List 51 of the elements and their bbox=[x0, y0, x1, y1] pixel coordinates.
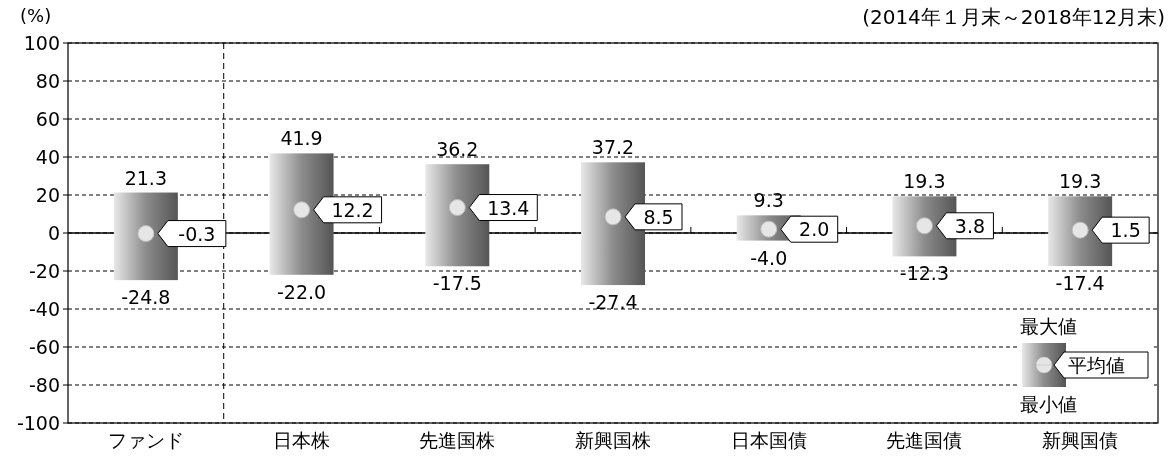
annotation: -12.3 bbox=[899, 262, 950, 285]
annotation: -17.4 bbox=[1055, 272, 1105, 295]
annotation: 21.3 bbox=[124, 166, 168, 189]
chart-subtitle: (2014年１月末～2018年12月末) bbox=[862, 5, 1165, 29]
annotation: 平均値 bbox=[1068, 354, 1125, 376]
annotation: -4.0 bbox=[750, 246, 788, 269]
y-tick-label: -100 bbox=[16, 412, 60, 434]
annotation: 36.2 bbox=[436, 138, 479, 161]
x-tick-label: 日本株 bbox=[273, 429, 331, 451]
y-tick-label: 0 bbox=[47, 222, 60, 244]
y-tick-label: 100 bbox=[23, 32, 60, 54]
data-label: 2.0 bbox=[799, 218, 830, 241]
y-tick-label: -20 bbox=[28, 260, 60, 282]
annotation: -27.4 bbox=[588, 291, 638, 314]
annotation: -22.0 bbox=[276, 280, 327, 303]
y-tick-label: -40 bbox=[28, 298, 60, 320]
data-label: 12.2 bbox=[331, 198, 374, 221]
data-label: 13.4 bbox=[487, 196, 530, 219]
x-tick-label: 先進国債 bbox=[886, 429, 963, 451]
bar bbox=[581, 162, 645, 286]
annotation: 最大値 bbox=[1020, 315, 1077, 337]
annotation: 19.3 bbox=[1058, 170, 1102, 193]
annotation: 37.2 bbox=[591, 136, 635, 159]
bar bbox=[269, 153, 334, 275]
x-tick-label: 日本国債 bbox=[730, 429, 807, 451]
annotation: 19.3 bbox=[903, 170, 946, 193]
data-label: 1.5 bbox=[1110, 219, 1141, 242]
y-tick-label: -80 bbox=[28, 374, 60, 396]
data-label: 8.5 bbox=[643, 205, 674, 228]
y-tick-label: 40 bbox=[35, 146, 60, 168]
bar bbox=[425, 164, 490, 267]
y-axis-title: (%) bbox=[20, 5, 52, 26]
x-tick-label: 新興国株 bbox=[575, 429, 651, 451]
annotation: 9.3 bbox=[753, 189, 784, 212]
x-tick-label: 新興国債 bbox=[1042, 429, 1119, 451]
data-label: -0.3 bbox=[178, 222, 216, 245]
point bbox=[137, 225, 155, 243]
point bbox=[604, 208, 622, 226]
annotation: -24.8 bbox=[121, 286, 171, 309]
point bbox=[448, 199, 466, 217]
y-tick-label: 60 bbox=[35, 108, 60, 130]
y-tick-label: -60 bbox=[28, 336, 60, 358]
x-tick-label: 先進国株 bbox=[419, 429, 496, 451]
y-tick-label: 80 bbox=[35, 70, 60, 92]
x-tick-label: ファンド bbox=[107, 429, 184, 451]
annotation: -17.5 bbox=[432, 272, 482, 295]
data-label: 3.8 bbox=[954, 214, 986, 237]
annotation: 最小値 bbox=[1020, 393, 1077, 415]
y-tick-label: 20 bbox=[35, 184, 60, 206]
annotation: 41.9 bbox=[280, 127, 323, 150]
point bbox=[293, 201, 311, 219]
